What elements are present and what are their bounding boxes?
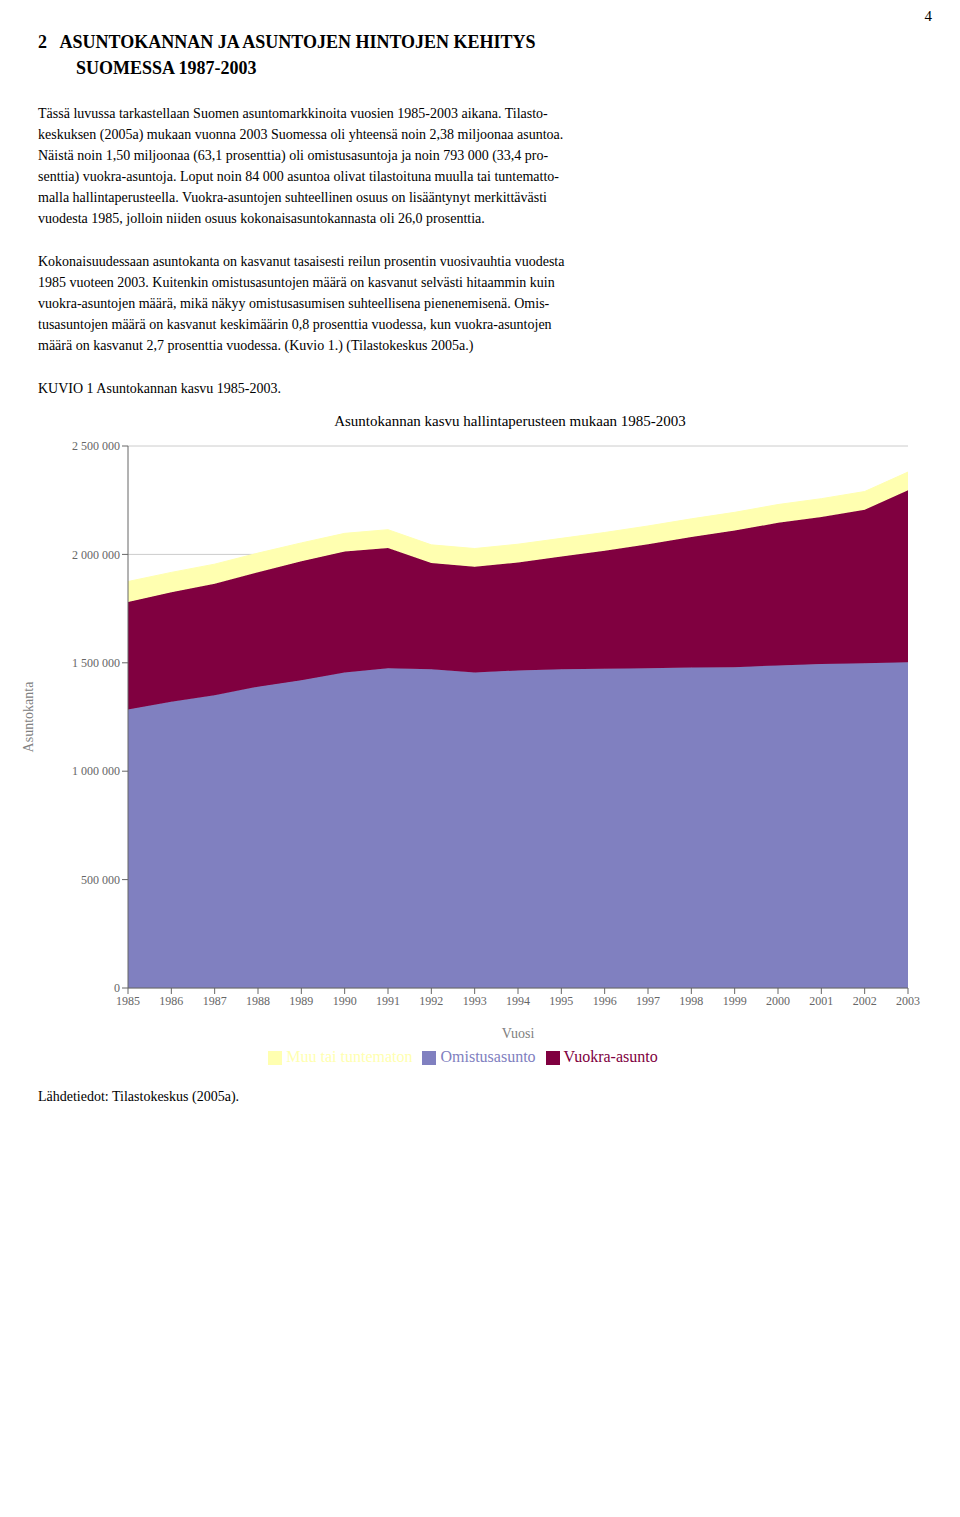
html-text:määrä on kasvanut 2,7 prosentt: määrä on kasvanut 2,7 prosenttia vuodess… (38, 338, 474, 353)
html-text:Lähdetiedot: Tilastokeskus (20: Lähdetiedot: Tilastokeskus (2005a). (38, 1089, 239, 1104)
html-text:malla hallintaperusteella. Vuo: malla hallintaperusteella. Vuokra-asunto… (38, 190, 547, 205)
svg-text:1997: 1997 (636, 994, 660, 1008)
svg-text:1992: 1992 (419, 994, 443, 1008)
svg-text:1991: 1991 (376, 994, 400, 1008)
svg-text:1998: 1998 (679, 994, 703, 1008)
svg-text:1996: 1996 (593, 994, 617, 1008)
svg-text:1 000 000: 1 000 000 (72, 764, 120, 778)
svg-text:Vuosi: Vuosi (502, 1026, 535, 1041)
html-text:Näistä noin 1,50 miljoonaa (63: Näistä noin 1,50 miljoonaa (63,1 prosent… (38, 148, 549, 163)
html-text:1985 vuoteen 2003. Kuitenkin o: 1985 vuoteen 2003. Kuitenkin omistusasun… (38, 275, 555, 290)
svg-text:1 500 000: 1 500 000 (72, 656, 120, 670)
svg-text:2003: 2003 (896, 994, 920, 1008)
html-text:tusasuntojen määrä on kasvanut: tusasuntojen määrä on kasvanut keskimäär… (38, 317, 552, 332)
svg-text:2001: 2001 (809, 994, 833, 1008)
svg-text:1994: 1994 (506, 994, 530, 1008)
html-text:Omistusasunto: Omistusasunto (440, 1048, 536, 1065)
html-text:Vuokra-asunto: Vuokra-asunto (563, 1048, 658, 1065)
html-text:Muu tai tuntematon: Muu tai tuntematon (286, 1048, 413, 1065)
svg-text:1985: 1985 (116, 994, 140, 1008)
html-text:SUOMESSA 1987-2003: SUOMESSA 1987-2003 (76, 58, 257, 78)
html-text:KUVIO 1 Asuntokannan kasvu 198: KUVIO 1 Asuntokannan kasvu 1985-2003. (38, 381, 281, 396)
svg-text:2002: 2002 (853, 994, 877, 1008)
svg-text:1989: 1989 (289, 994, 313, 1008)
html-text:vuokra-asuntojen määrä, mikä n: vuokra-asuntojen määrä, mikä näkyy omist… (38, 296, 550, 311)
svg-text:1999: 1999 (723, 994, 747, 1008)
html-text:Kokonaisuudessaan asuntokanta: Kokonaisuudessaan asuntokanta on kasvanu… (38, 254, 565, 269)
html-text:senttia) vuokra-asuntoja. Lopu: senttia) vuokra-asuntoja. Loput noin 84 … (38, 169, 559, 184)
svg-text:1993: 1993 (463, 994, 487, 1008)
svg-text:1995: 1995 (549, 994, 573, 1008)
svg-text:1986: 1986 (159, 994, 183, 1008)
svg-text:0: 0 (114, 981, 120, 995)
svg-text:2 000 000: 2 000 000 (72, 548, 120, 562)
svg-text:1988: 1988 (246, 994, 270, 1008)
html-text:keskuksen (2005a) mukaan vuonn: keskuksen (2005a) mukaan vuonna 2003 Suo… (38, 127, 564, 142)
html-text:Asuntokannan kasvu hallintaper: Asuntokannan kasvu hallintaperusteen muk… (334, 413, 686, 429)
svg-text:1990: 1990 (333, 994, 357, 1008)
html-text:Tässä luvussa tarkastellaan Su: Tässä luvussa tarkastellaan Suomen asunt… (38, 106, 548, 121)
html-text:2 ASUNTOKANNAN JA ASUNTOJEN HI: 2 ASUNTOKANNAN JA ASUNTOJEN HINTOJEN KEH… (38, 32, 536, 52)
svg-text:1987: 1987 (203, 994, 227, 1008)
svg-text:500 000: 500 000 (81, 873, 120, 887)
html-text:4: 4 (924, 8, 932, 24)
svg-text:2000: 2000 (766, 994, 790, 1008)
svg-text:2 500 000: 2 500 000 (72, 439, 120, 453)
html-text:vuodesta 1985, jolloin niiden: vuodesta 1985, jolloin niiden osuus koko… (38, 211, 485, 226)
svg-text:Asuntokanta: Asuntokanta (21, 681, 36, 753)
